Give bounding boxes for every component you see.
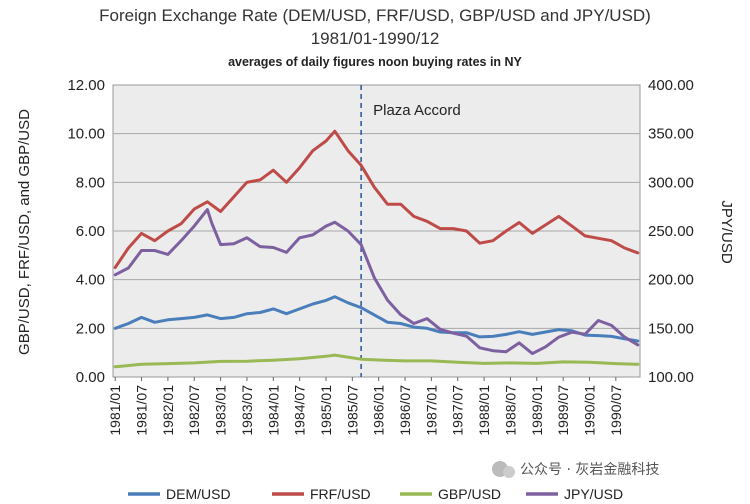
plaza-accord-label: Plaza Accord <box>373 102 461 119</box>
legend-label-frf-usd: FRF/USD <box>310 486 371 502</box>
left-tick-label: 6.00 <box>76 223 105 240</box>
series-line-gbp-usd <box>113 353 640 369</box>
left-axis-ticks: 0.00 2.00 4.00 6.00 8.00 10.00 12.00 <box>67 77 105 386</box>
right-axis-label: JPY/USD <box>718 200 735 264</box>
chart-subtitle: averages of daily figures noon buying ra… <box>228 55 522 69</box>
chart-title: Foreign Exchange Rate (DEM/USD, FRF/USD,… <box>99 6 651 25</box>
right-tick-label: 150.00 <box>648 320 694 337</box>
left-tick-label: 0.00 <box>76 369 105 386</box>
series-line-dem-usd <box>113 295 640 343</box>
x-tick-label: 1985/01 <box>318 385 334 436</box>
legend: DEM/USD FRF/USD GBP/USD JPY/USD <box>128 486 623 502</box>
x-tick-label: 1989/01 <box>529 385 545 436</box>
x-tick-label: 1989/07 <box>555 385 571 436</box>
x-tick-label: 1988/01 <box>476 385 492 436</box>
x-tick-label: 1981/01 <box>107 385 123 436</box>
series-line-jpy-usd <box>113 208 640 356</box>
x-tick-label: 1990/07 <box>608 385 624 436</box>
right-tick-label: 300.00 <box>648 174 694 191</box>
right-tick-label: 400.00 <box>648 77 694 94</box>
left-tick-label: 4.00 <box>76 272 105 289</box>
x-axis-ticks: 1981/01 1981/07 1982/01 1982/07 1983/01 1983/… <box>107 377 624 436</box>
x-tick-label: 1983/07 <box>239 385 255 436</box>
x-tick-label: 1985/07 <box>344 385 360 436</box>
x-tick-label: 1982/01 <box>160 385 176 436</box>
right-tick-label: 350.00 <box>648 126 694 143</box>
legend-label-jpy-usd: JPY/USD <box>564 486 623 502</box>
x-tick-label: 1987/07 <box>450 385 466 436</box>
left-tick-label: 12.00 <box>67 77 105 94</box>
left-axis-label: GBP/USD, FRF/USD, and GBP/USD <box>16 109 33 355</box>
right-tick-label: 200.00 <box>648 272 694 289</box>
left-tick-label: 8.00 <box>76 174 105 191</box>
x-tick-label: 1986/01 <box>371 385 387 436</box>
right-tick-label: 250.00 <box>648 223 694 240</box>
right-axis-ticks: 100.00 150.00 200.00 250.00 300.00 350.00 400.… <box>648 77 694 386</box>
legend-label-gbp-usd: GBP/USD <box>438 486 501 502</box>
x-tick-label: 1981/07 <box>134 385 150 436</box>
chart-title-line2: 1981/01-1990/12 <box>311 29 440 48</box>
left-tick-label: 10.00 <box>67 126 105 143</box>
series-line-frf-usd <box>113 129 640 269</box>
x-tick-label: 1984/07 <box>292 385 308 436</box>
x-tick-label: 1988/07 <box>502 385 518 436</box>
legend-label-dem-usd: DEM/USD <box>166 486 231 502</box>
x-tick-label: 1986/07 <box>397 385 413 436</box>
series-lines <box>113 129 640 369</box>
watermark-text: 公众号 · 灰岩金融科技 <box>520 462 659 478</box>
x-tick-label: 1982/07 <box>186 385 202 436</box>
x-tick-label: 1987/01 <box>423 385 439 436</box>
watermark: 公众号 · 灰岩金融科技 <box>492 461 659 478</box>
left-tick-label: 2.00 <box>76 320 105 337</box>
x-tick-label: 1984/01 <box>265 385 281 436</box>
x-tick-label: 1990/01 <box>581 385 597 436</box>
x-tick-label: 1983/01 <box>213 385 229 436</box>
right-tick-label: 100.00 <box>648 369 694 386</box>
